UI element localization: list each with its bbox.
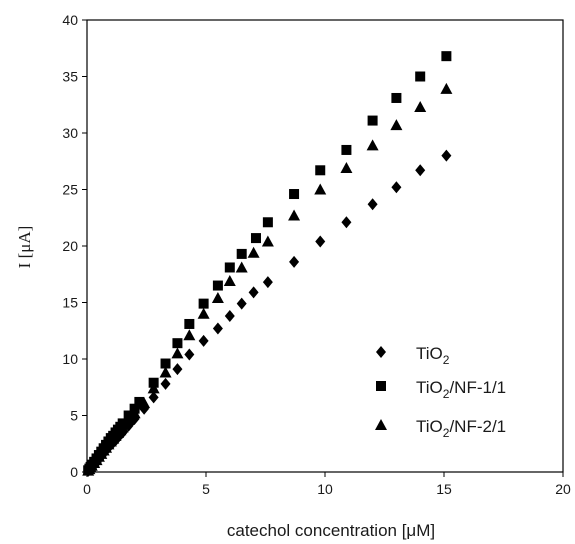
- y-axis-title: I [μA]: [15, 226, 34, 269]
- data-point: [236, 297, 247, 310]
- y-tick-label: 0: [70, 464, 78, 480]
- data-point: [116, 421, 129, 433]
- data-point: [160, 377, 171, 390]
- x-tick-label: 10: [317, 481, 333, 497]
- legend-marker: [375, 419, 387, 430]
- data-point: [247, 246, 260, 258]
- y-tick-label: 40: [62, 12, 78, 28]
- data-point: [441, 149, 452, 162]
- data-point: [288, 209, 301, 221]
- data-point: [366, 139, 379, 151]
- data-point: [367, 115, 378, 126]
- x-tick-label: 15: [436, 481, 452, 497]
- data-point: [148, 391, 159, 404]
- data-point: [262, 217, 273, 228]
- legend: TiO2 TiO2/NF-1/1 TiO2/NF-2/1: [375, 344, 506, 440]
- data-point: [315, 165, 326, 176]
- x-tick-label: 0: [83, 481, 91, 497]
- data-point: [172, 363, 183, 376]
- data-point: [184, 318, 195, 329]
- legend-label: TiO2/NF-1/1: [416, 378, 506, 401]
- data-point: [171, 347, 184, 359]
- data-point: [248, 286, 259, 299]
- data-point: [122, 414, 135, 426]
- y-tick-label: 30: [62, 125, 78, 141]
- legend-label: TiO2: [416, 344, 450, 367]
- series-2: [83, 51, 452, 476]
- data-point: [261, 235, 274, 247]
- data-point: [128, 407, 141, 419]
- legend-label: TiO2/NF-2/1: [416, 417, 506, 440]
- data-point: [341, 216, 352, 229]
- data-point: [198, 298, 209, 309]
- data-point: [415, 164, 426, 177]
- data-point: [183, 329, 196, 341]
- data-point: [315, 235, 326, 248]
- y-tick-label: 5: [70, 408, 78, 424]
- data-point: [212, 280, 223, 291]
- data-point: [415, 71, 426, 82]
- data-point: [391, 92, 402, 103]
- data-point: [250, 233, 261, 244]
- x-tick-label: 5: [202, 481, 210, 497]
- data-point: [289, 255, 300, 268]
- legend-marker: [376, 381, 386, 391]
- data-point: [184, 348, 195, 361]
- data-point: [340, 162, 353, 174]
- data-point: [414, 101, 427, 113]
- tick-group: 0 5 10 15 20 0 5 10 15 20 25 30 35 40: [62, 12, 571, 497]
- data-point: [390, 119, 403, 131]
- legend-marker: [376, 346, 386, 358]
- series-1: [83, 149, 452, 477]
- data-point: [391, 181, 402, 194]
- y-tick-label: 25: [62, 182, 78, 198]
- series-3: [82, 82, 453, 476]
- data-point: [138, 397, 151, 409]
- data-point: [441, 51, 452, 62]
- data-point: [212, 322, 223, 335]
- y-tick-label: 10: [62, 351, 78, 367]
- data-point: [224, 310, 235, 323]
- data-point: [172, 338, 183, 349]
- plot-frame: [86, 19, 564, 473]
- y-tick-label: 35: [62, 69, 78, 85]
- x-axis-title: catechol concentration [μM]: [227, 521, 435, 540]
- data-point: [223, 275, 236, 287]
- y-tick-label: 20: [62, 238, 78, 254]
- axes-frame: [86, 19, 564, 473]
- data-point: [198, 334, 209, 347]
- y-tick-label: 15: [62, 295, 78, 311]
- data-point: [160, 358, 171, 369]
- data-marks: [82, 51, 453, 477]
- data-point: [211, 291, 224, 303]
- data-point: [235, 261, 248, 273]
- data-point: [147, 382, 160, 394]
- data-point: [367, 198, 378, 211]
- data-point: [159, 366, 172, 378]
- data-point: [314, 183, 327, 195]
- x-tick-label: 20: [555, 481, 571, 497]
- data-point: [440, 82, 453, 94]
- data-point: [134, 396, 145, 407]
- data-point: [262, 276, 273, 289]
- data-point: [224, 262, 235, 273]
- data-point: [341, 144, 352, 155]
- data-point: [289, 189, 300, 200]
- data-point: [197, 307, 210, 319]
- data-point: [236, 248, 247, 259]
